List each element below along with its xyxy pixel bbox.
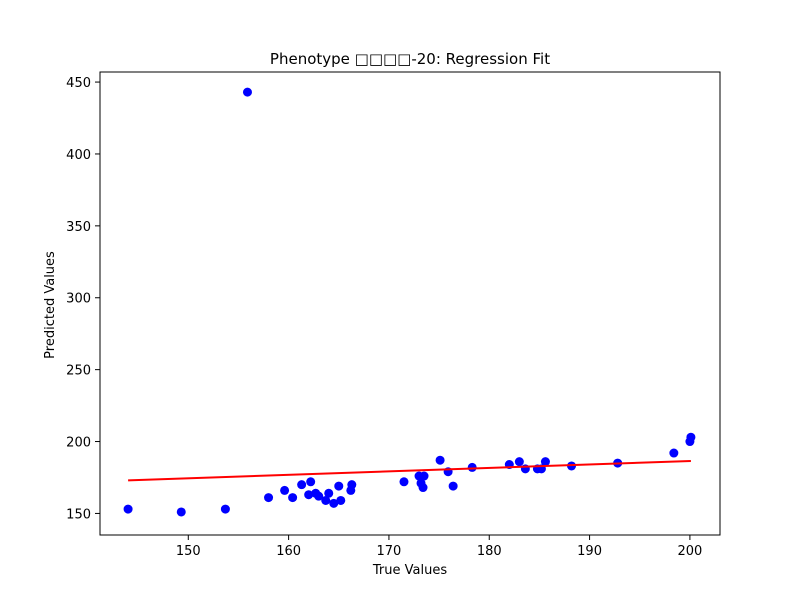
data-point xyxy=(242,87,252,97)
x-tick-label: 200 xyxy=(677,544,702,559)
data-point xyxy=(418,483,428,493)
data-point xyxy=(419,471,429,481)
data-point xyxy=(123,504,133,514)
x-tick-label: 180 xyxy=(477,544,502,559)
x-tick-label: 160 xyxy=(276,544,301,559)
data-point xyxy=(297,480,307,490)
chart-title: Phenotype □□□□-20: Regression Fit xyxy=(270,50,550,68)
y-tick-label: 400 xyxy=(66,148,91,163)
y-tick-label: 450 xyxy=(66,76,91,91)
data-point xyxy=(467,462,477,472)
data-point xyxy=(669,448,679,458)
data-point xyxy=(448,481,458,491)
data-point xyxy=(329,498,339,508)
data-point xyxy=(686,432,696,442)
data-point xyxy=(435,455,445,465)
data-point xyxy=(176,507,186,517)
axes-frame xyxy=(99,71,721,536)
data-point xyxy=(304,490,314,500)
y-tick-label: 150 xyxy=(66,507,91,522)
data-point xyxy=(264,493,274,503)
y-tick-label: 200 xyxy=(66,436,91,451)
regression-fit-line xyxy=(128,459,691,482)
data-point xyxy=(306,477,316,487)
data-point xyxy=(540,457,550,467)
data-point xyxy=(347,480,357,490)
data-point xyxy=(220,504,230,514)
data-point xyxy=(321,495,331,505)
x-tick-label: 190 xyxy=(577,544,602,559)
data-point xyxy=(334,481,344,491)
plot-area: 150 160 170 180 190 200 150 200 250 300 350 400 450 xyxy=(66,71,721,559)
y-axis-label: Predicted Values xyxy=(43,251,58,359)
data-point xyxy=(324,488,334,498)
x-axis-label: True Values xyxy=(372,563,447,578)
y-tick-label: 350 xyxy=(66,220,91,235)
data-point xyxy=(280,485,290,495)
x-tick-label: 170 xyxy=(377,544,402,559)
data-point xyxy=(314,491,324,501)
y-tick-label: 250 xyxy=(66,364,91,379)
x-tick-label: 150 xyxy=(176,544,201,559)
y-tick-label: 300 xyxy=(66,292,91,307)
data-point xyxy=(514,457,524,467)
data-point xyxy=(399,477,409,487)
data-point xyxy=(336,495,346,505)
data-point xyxy=(288,493,298,503)
